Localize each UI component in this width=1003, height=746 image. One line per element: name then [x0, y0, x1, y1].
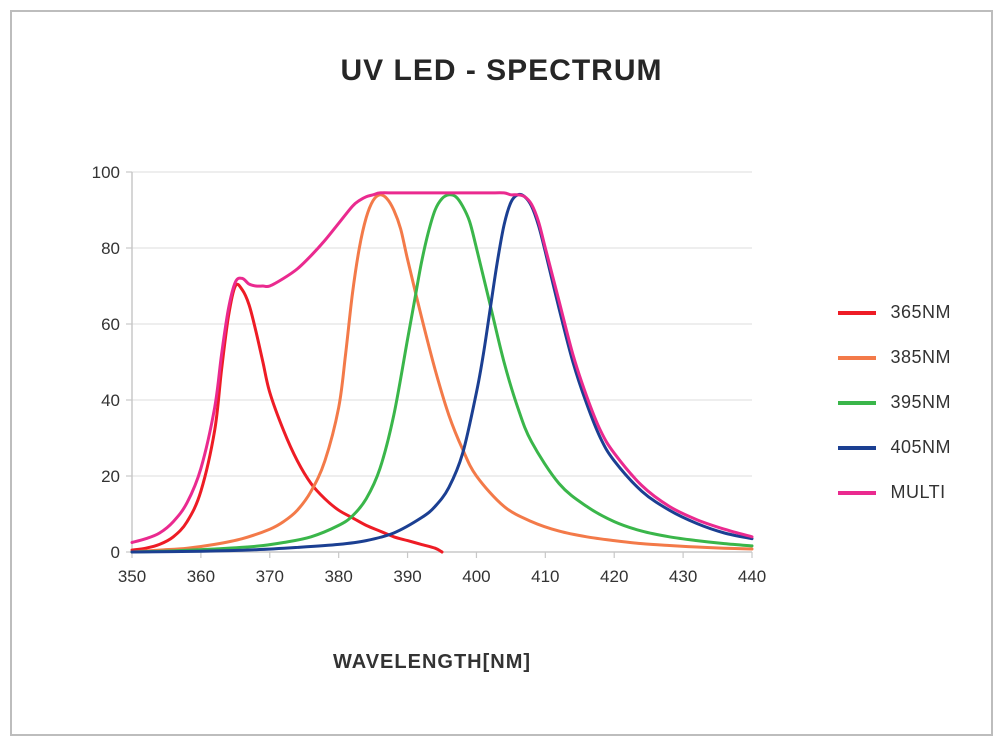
x-tick-label: 400 [462, 567, 490, 586]
x-axis-label: WAVELENGTH[NM] [112, 651, 752, 674]
legend-label: 405NM [890, 437, 951, 458]
chart-legend: 365NM 385NM 395NM 405NM MULTI [838, 302, 951, 503]
y-tick-label: 80 [101, 239, 120, 258]
legend-label: 395NM [890, 392, 951, 413]
page-root: UV LED - SPECTRUM 0 20 40 60 80 100 350 360 370 3… [0, 0, 1003, 746]
legend-item-385nm: 385NM [838, 347, 951, 368]
legend-swatch [838, 491, 876, 495]
series-multi [132, 193, 752, 543]
x-tick-label: 420 [600, 567, 628, 586]
x-tick-label: 370 [256, 567, 284, 586]
y-tick-label: 0 [111, 543, 120, 562]
x-tick-label: 350 [118, 567, 146, 586]
x-tick-label: 430 [669, 567, 697, 586]
x-tick-label: 380 [324, 567, 352, 586]
legend-label: 385NM [890, 347, 951, 368]
y-tick-label: 100 [92, 163, 120, 182]
legend-swatch [838, 446, 876, 450]
legend-item-405nm: 405NM [838, 437, 951, 458]
x-tick-label: 360 [187, 567, 215, 586]
legend-item-multi: MULTI [838, 482, 951, 503]
legend-item-395nm: 395NM [838, 392, 951, 413]
x-tick-label: 440 [738, 567, 766, 586]
legend-swatch [838, 401, 876, 405]
x-tick-label: 410 [531, 567, 559, 586]
legend-item-365nm: 365NM [838, 302, 951, 323]
y-tick-label: 20 [101, 467, 120, 486]
legend-swatch [838, 356, 876, 360]
x-tick-label: 390 [393, 567, 421, 586]
chart-card: UV LED - SPECTRUM 0 20 40 60 80 100 350 360 370 3… [10, 10, 993, 736]
y-tick-label: 40 [101, 391, 120, 410]
chart-title: UV LED - SPECTRUM [12, 54, 991, 88]
legend-label: 365NM [890, 302, 951, 323]
y-tick-label: 60 [101, 315, 120, 334]
legend-label: MULTI [890, 482, 945, 503]
spectrum-chart: 0 20 40 60 80 100 350 360 370 380 390 400 410 420 430 4… [72, 152, 772, 612]
legend-swatch [838, 311, 876, 315]
